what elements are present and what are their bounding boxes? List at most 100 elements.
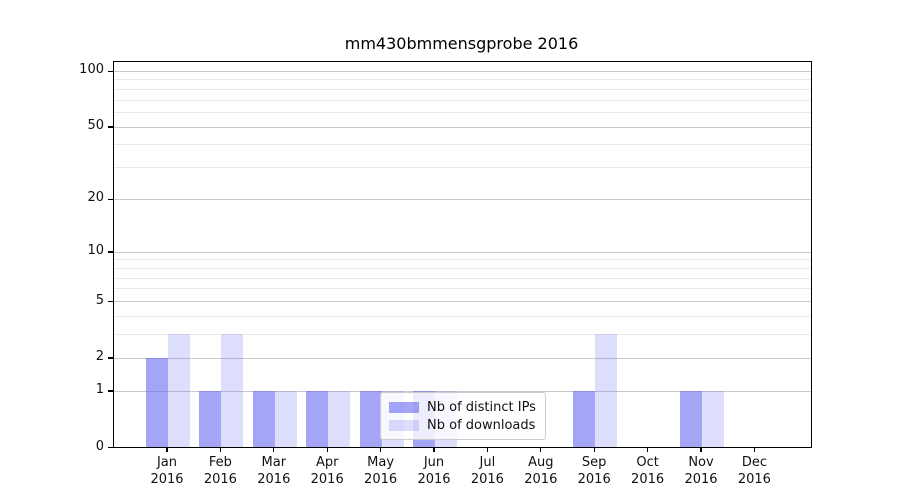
x-tick-label-line: 2016 <box>417 471 451 487</box>
legend-label-downloads: Nb of downloads <box>427 417 536 433</box>
x-tick-mark-dec-2016 <box>753 447 756 452</box>
minor-gridline-60 <box>114 112 811 113</box>
x-tick-mark-apr-2016 <box>326 447 328 452</box>
x-tick-mark-jun-2016 <box>433 447 435 452</box>
x-tick-label-line: Jan <box>156 455 178 470</box>
bar-downloads-nov-2016 <box>702 390 724 447</box>
x-tick-label-apr-2016: Apr 2016 <box>295 455 359 488</box>
x-tick-label-line: Jun <box>423 455 445 470</box>
x-tick-label-line: Nov <box>688 455 714 470</box>
x-tick-label-line: 2016 <box>364 471 398 487</box>
x-tick-label-dec-2016: Dec 2016 <box>722 455 786 488</box>
bar-downloads-sep-2016 <box>595 334 618 447</box>
bar-downloads-apr-2016 <box>328 390 351 447</box>
major-gridline-100 <box>114 70 811 72</box>
y-tick-mark-2 <box>108 357 113 359</box>
x-tick-label-line: 2016 <box>684 471 718 487</box>
x-tick-label-feb-2016: Feb 2016 <box>188 455 252 488</box>
minor-gridline-4 <box>114 315 811 317</box>
y-tick-mark-1 <box>108 390 113 392</box>
x-tick-label-line: May <box>367 455 395 470</box>
minor-gridline-7 <box>114 277 811 279</box>
x-tick-label-sep-2016: Sep 2016 <box>562 455 626 488</box>
x-tick-mark-mar-2016 <box>273 447 275 452</box>
y-tick-label-0: 0 <box>95 438 104 454</box>
legend-item-downloads: Nb of downloads <box>389 416 537 434</box>
bar-downloads-jan-2016 <box>168 334 190 447</box>
x-tick-label-line: 2016 <box>737 471 771 487</box>
minor-gridline-3 <box>114 334 811 335</box>
legend: Nb of distinct IPs Nb of downloads <box>380 392 546 440</box>
legend-swatch-distinct-ips-icon <box>389 401 419 413</box>
x-tick-label-line: Sep <box>581 455 607 470</box>
x-tick-mark-nov-2016 <box>700 447 702 452</box>
x-tick-label-line: Aug <box>528 455 554 470</box>
x-tick-label-line: Feb <box>208 455 232 470</box>
y-tick-mark-10 <box>108 251 113 253</box>
major-gridline-20 <box>114 198 811 200</box>
x-tick-label-line: 2016 <box>470 471 504 487</box>
x-tick-label-nov-2016: Nov 2016 <box>669 455 733 488</box>
y-tick-label-10: 10 <box>87 243 104 259</box>
x-tick-mark-aug-2016 <box>540 447 542 452</box>
y-tick-mark-20 <box>108 198 113 201</box>
x-tick-label-line: 2016 <box>577 471 611 487</box>
x-tick-label-jun-2016: Jun 2016 <box>402 455 466 488</box>
x-tick-label-line: 2016 <box>310 471 344 487</box>
bar-distinct-ips-jan-2016 <box>146 357 168 447</box>
x-tick-label-jan-2016: Jan 2016 <box>135 455 199 488</box>
legend-label-distinct-ips: Nb of distinct IPs <box>427 399 536 415</box>
bar-distinct-ips-may-2016 <box>359 390 382 447</box>
x-tick-mark-may-2016 <box>379 447 382 452</box>
bar-distinct-ips-feb-2016 <box>199 390 222 447</box>
minor-gridline-6 <box>114 288 811 290</box>
x-tick-label-may-2016: May 2016 <box>349 455 413 488</box>
x-tick-label-line: Dec <box>741 455 767 470</box>
y-tick-mark-0 <box>108 446 113 449</box>
bar-distinct-ips-nov-2016 <box>680 390 702 447</box>
x-tick-label-line: 2016 <box>150 471 184 487</box>
bar-distinct-ips-mar-2016 <box>252 390 275 447</box>
x-tick-label-line: Apr <box>315 455 339 470</box>
minor-gridline-40 <box>114 144 811 146</box>
minor-gridline-80 <box>114 88 811 90</box>
major-gridline-10 <box>114 251 811 253</box>
bar-distinct-ips-apr-2016 <box>306 390 329 447</box>
minor-gridline-9 <box>114 259 811 261</box>
y-tick-label-100: 100 <box>79 62 104 78</box>
x-tick-mark-sep-2016 <box>593 447 595 452</box>
minor-gridline-8 <box>114 268 811 269</box>
x-tick-label-line: Oct <box>636 455 659 470</box>
y-tick-label-1: 1 <box>95 382 104 397</box>
minor-gridline-30 <box>114 167 811 169</box>
x-tick-mark-feb-2016 <box>219 447 222 452</box>
x-tick-label-line: 2016 <box>257 471 291 487</box>
x-tick-mark-jan-2016 <box>166 447 168 452</box>
x-tick-label-line: Mar <box>261 455 287 470</box>
chart-title: mm430bmmensgprobe 2016 <box>344 34 579 53</box>
y-tick-label-2: 2 <box>95 349 104 364</box>
plot-area <box>113 61 812 448</box>
y-tick-label-20: 20 <box>87 190 104 206</box>
x-tick-label-line: Jul <box>479 455 496 470</box>
minor-gridline-90 <box>114 79 811 81</box>
major-gridline-5 <box>114 301 811 302</box>
legend-item-distinct-ips: Nb of distinct IPs <box>389 398 537 416</box>
x-tick-label-line: 2016 <box>524 471 558 487</box>
major-gridline-50 <box>114 126 811 128</box>
x-tick-label-aug-2016: Aug 2016 <box>509 455 573 488</box>
x-tick-label-line: 2016 <box>203 471 237 487</box>
y-tick-mark-100 <box>108 70 113 73</box>
y-tick-mark-5 <box>108 300 113 303</box>
major-gridline-1 <box>114 390 811 392</box>
bar-downloads-feb-2016 <box>221 334 244 447</box>
bar-downloads-mar-2016 <box>274 390 297 447</box>
x-tick-label-jul-2016: Jul 2016 <box>455 455 519 488</box>
bar-distinct-ips-sep-2016 <box>573 390 596 447</box>
x-tick-label-line: 2016 <box>631 471 665 487</box>
y-tick-mark-50 <box>108 126 113 128</box>
minor-gridline-70 <box>114 99 811 101</box>
x-tick-mark-oct-2016 <box>646 447 649 452</box>
major-gridline-2 <box>114 357 811 359</box>
